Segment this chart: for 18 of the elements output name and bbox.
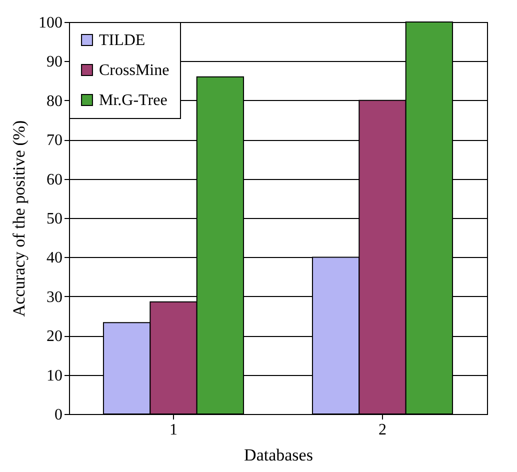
y-tick-label: 10: [46, 367, 62, 384]
y-tick-label: 30: [46, 288, 62, 306]
y-tick-label: 90: [46, 54, 62, 71]
x-axis-title: Databases: [244, 446, 313, 464]
y-tick-label: 20: [46, 328, 62, 346]
legend-label: TILDE: [99, 32, 146, 49]
y-tick-label: 100: [38, 14, 62, 32]
y-tick-label: 40: [46, 250, 62, 267]
y-tick-label: 60: [46, 171, 62, 188]
legend-label: Mr.G-Tree: [99, 92, 168, 109]
y-tick-label: 70: [46, 132, 62, 150]
legend-label: CrossMine: [99, 62, 170, 79]
y-axis-title: Accuracy of the positive (%): [10, 120, 28, 317]
x-tick-label: 2: [378, 422, 386, 438]
y-tick-label: 50: [46, 210, 62, 228]
y-tick-label: 0: [54, 406, 62, 424]
y-tick-label: 80: [46, 92, 62, 110]
x-tick-label: 1: [170, 422, 178, 438]
